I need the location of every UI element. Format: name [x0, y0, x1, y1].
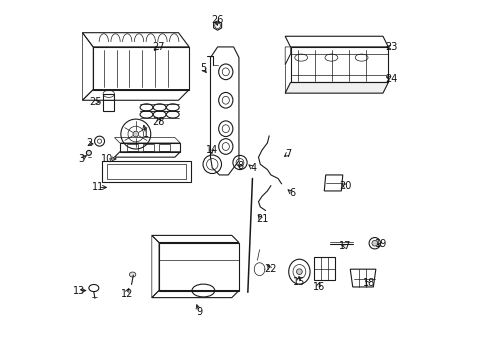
Text: 4: 4 — [250, 163, 256, 173]
Ellipse shape — [86, 150, 91, 155]
Ellipse shape — [129, 272, 136, 277]
Text: 12: 12 — [121, 289, 133, 299]
Bar — [103, 94, 114, 111]
Text: 11: 11 — [92, 182, 105, 192]
Text: 26: 26 — [211, 15, 223, 25]
Text: 2: 2 — [86, 138, 92, 148]
Bar — [127, 144, 137, 151]
Bar — [159, 144, 169, 151]
Text: 7: 7 — [285, 149, 291, 159]
Text: 10: 10 — [101, 154, 113, 164]
Text: 25: 25 — [90, 97, 102, 107]
Text: 27: 27 — [152, 42, 165, 52]
Text: 6: 6 — [288, 188, 295, 198]
Ellipse shape — [133, 131, 138, 137]
Text: 16: 16 — [312, 282, 324, 292]
Polygon shape — [285, 82, 388, 93]
Text: 19: 19 — [374, 239, 387, 249]
Bar — [143, 144, 153, 151]
Text: 21: 21 — [256, 215, 268, 225]
Text: 28: 28 — [152, 117, 165, 127]
Text: 22: 22 — [264, 264, 277, 274]
Ellipse shape — [371, 240, 377, 246]
Bar — [106, 164, 186, 179]
Text: 9: 9 — [197, 307, 202, 317]
Text: 20: 20 — [339, 181, 351, 191]
Ellipse shape — [296, 269, 302, 275]
Text: 5: 5 — [200, 63, 206, 73]
Text: 13: 13 — [73, 286, 85, 296]
Bar — [102, 161, 191, 182]
Text: 1: 1 — [143, 129, 149, 139]
Text: 24: 24 — [385, 74, 397, 84]
Text: 17: 17 — [339, 241, 351, 251]
Text: 3: 3 — [78, 154, 85, 164]
Text: 14: 14 — [206, 145, 218, 155]
Text: 18: 18 — [362, 278, 374, 288]
Text: 15: 15 — [293, 277, 305, 287]
Text: 8: 8 — [237, 161, 243, 171]
Text: 23: 23 — [385, 42, 397, 52]
